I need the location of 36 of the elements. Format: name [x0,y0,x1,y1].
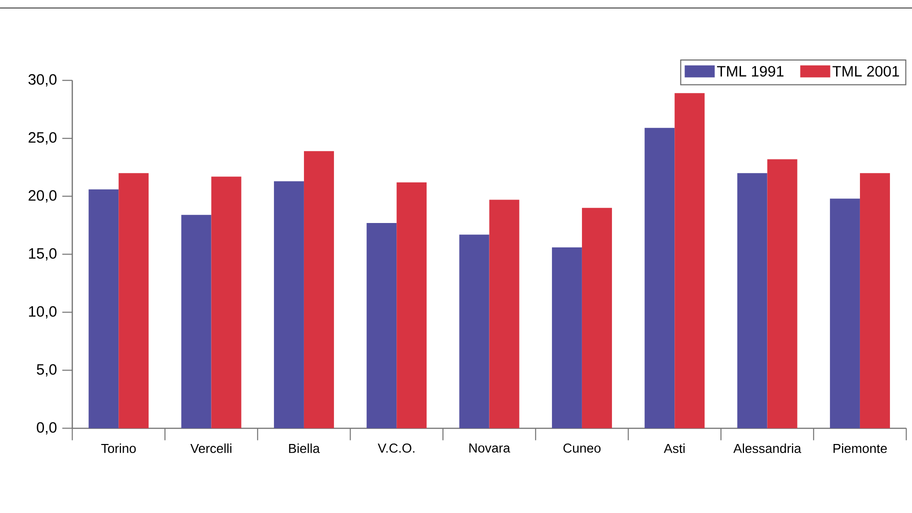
bar [304,151,334,428]
bar [489,200,520,428]
x-tick-label: Alessandria [733,444,802,454]
x-tick-label: Biella [289,444,320,454]
bar [88,189,119,428]
bar [767,159,798,428]
x-tick-label: Asti [664,444,685,454]
bar [830,198,860,428]
y-tick-label: 25,0 [28,132,56,145]
y-tick-label: 15,0 [29,248,56,260]
y-tick-label: 30,0 [28,74,56,87]
x-tick-label: Vercelli [190,444,232,454]
bar [274,181,304,428]
bar [860,173,890,428]
x-tick-label: Torino [101,444,136,454]
y-tick-label: 10,0 [29,306,56,318]
bar [181,214,212,428]
bar [366,222,397,428]
bar [737,173,768,428]
bar [644,128,675,428]
y-tick-label: 5,0 [36,364,56,376]
bar [674,93,705,428]
bar [118,173,149,428]
bar [552,247,582,428]
x-tick-label: Novara [469,444,510,453]
legend-label: TML 2001 [832,66,900,77]
legend-label: TML 1991 [717,66,784,77]
x-tick-label: Piemonte [834,444,887,454]
y-tick-label: 0,0 [36,422,56,434]
bar [582,208,612,428]
bar [396,182,427,428]
x-tick-label: Cuneo [563,444,601,453]
bar [211,176,242,428]
y-tick-label: 20,0 [28,190,56,203]
x-tick-label: V.C.O. [378,444,414,453]
bar [459,234,490,428]
